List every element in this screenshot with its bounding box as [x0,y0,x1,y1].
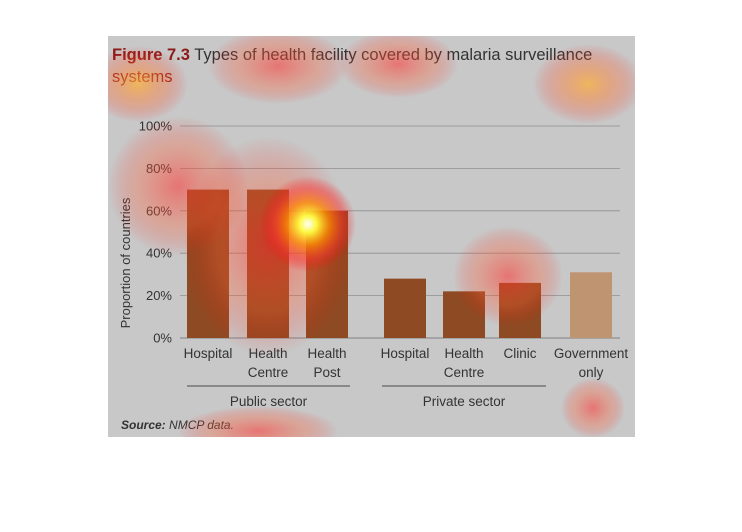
y-axis-title: Proportion of countries [118,197,133,328]
bar [384,278,426,338]
bar-chart: 0% 20% 40% 60% 80% 100% Hospital Health Centre He… [108,36,635,437]
bar [306,210,348,338]
bar [570,272,612,338]
bar [247,189,289,338]
x-tick-label: Health [444,346,483,361]
y-tick-label: 100% [139,119,173,134]
x-tick-label: Health [307,346,346,361]
x-tick-label: Centre [248,365,289,380]
y-tick-label: 20% [146,288,172,303]
x-tick-label: Post [313,365,340,380]
y-tick-label: 60% [146,203,172,218]
group-label: Public sector [230,394,308,409]
figure-label: Figure 7.3 [112,46,190,64]
figure-title-line2: systems [112,68,173,86]
y-tick-label: 0% [153,331,172,346]
bar [187,189,229,338]
bar [443,291,485,338]
figure-title-line1: Types of health facility covered by mala… [194,46,592,64]
y-tick-label: 40% [146,246,172,261]
x-tick-label: Clinic [503,346,536,361]
bar [499,282,541,338]
x-tick-label: Government [554,346,629,361]
y-tick-label: 80% [146,161,172,176]
x-tick-label: Centre [444,365,485,380]
group-label: Private sector [423,394,506,409]
figure-title: Figure 7.3 Types of health facility cove… [112,46,592,64]
x-tick-label: Hospital [184,346,233,361]
source-note: Source: NMCP data. [121,418,234,432]
x-tick-label: only [579,365,604,380]
x-tick-label: Hospital [381,346,430,361]
source-label: Source: [121,418,166,432]
figure-panel: 0% 20% 40% 60% 80% 100% Hospital Health Centre He… [108,36,635,437]
source-text: NMCP data. [169,418,234,432]
x-tick-label: Health [248,346,287,361]
